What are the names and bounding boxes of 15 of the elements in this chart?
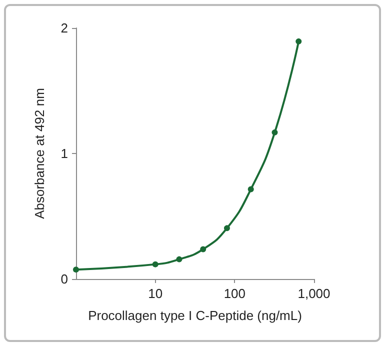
x-tick-label: 10 — [148, 286, 163, 301]
x-axis-title: Procollagen type I C-Peptide (ng/mL) — [88, 308, 302, 323]
x-tick-label: 100 — [224, 286, 246, 301]
point — [152, 261, 158, 268]
point — [296, 38, 302, 44]
y-tick-label: 2 — [60, 20, 68, 36]
y-axis-title: Absorbance at 492 nm — [32, 88, 47, 219]
x-tick-label: 1,000 — [298, 286, 330, 301]
point — [176, 256, 182, 262]
y-tick-label: 0 — [60, 272, 68, 286]
y-tick-label: 1 — [60, 146, 68, 161]
point — [224, 225, 230, 232]
point — [248, 186, 254, 192]
point — [200, 246, 206, 252]
point — [272, 129, 278, 136]
